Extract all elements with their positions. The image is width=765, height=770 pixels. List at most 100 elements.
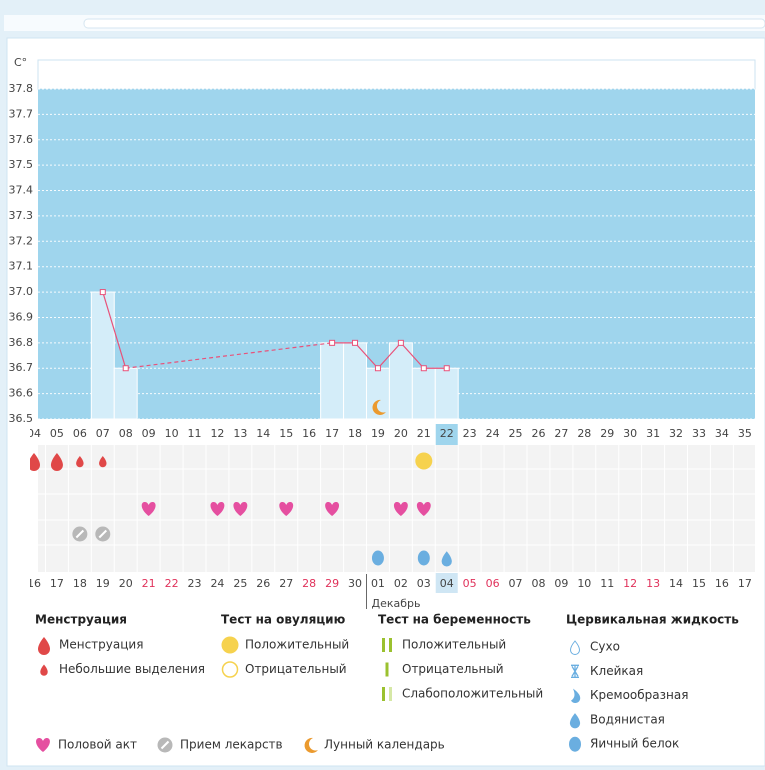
legend-label: Прием лекарств [180,738,283,752]
y-tick-label: 37.8 [9,82,34,95]
icon-pill [72,526,88,542]
icon-circle-outline [221,661,239,678]
y-tick-label: 36.5 [9,412,34,425]
icon-heart [393,502,408,516]
icon-drop-small [40,664,48,676]
y-tick-label: 37.5 [9,158,34,171]
y-tick-label: 37.0 [9,285,34,298]
icon-shape [98,529,107,539]
x-tick-label: 12 [210,427,224,440]
date-label: 16 [715,577,729,590]
temperature-column [90,291,115,420]
icon-heart [416,502,431,516]
icon-heart [325,502,340,516]
temperature-column [113,367,138,420]
icon-shape [221,661,239,678]
y-tick-label: 36.9 [9,310,34,323]
scroll-thumb[interactable] [83,18,765,29]
x-tick-label: 32 [669,427,683,440]
legend-label: Отрицательный [245,662,347,676]
icon-heart [36,738,50,752]
temperature-column [388,342,413,420]
icon-bars-2-light [382,687,392,701]
icon-shape [569,713,581,729]
x-tick-label: 15 [279,427,293,440]
date-label: 28 [302,577,316,590]
icon-shape [28,453,40,471]
icon-shape [371,550,384,566]
date-label: 18 [73,577,87,590]
left-gutter [8,425,30,595]
icon-heart [210,502,225,516]
temperature-point [99,289,106,296]
icon-shape [570,640,580,655]
legend-title: Цервикальная жидкость [566,613,739,627]
icon-circle-yellow [415,452,433,470]
x-tick-label: 08 [119,427,133,440]
left-gutter [8,88,38,424]
icon-moon [304,737,318,753]
date-label: 27 [279,577,293,590]
icon-shape [569,736,581,752]
legend-label: Слабоположительный [402,687,543,701]
x-tick-label: 16 [302,427,316,440]
x-tick-label: 18 [348,427,362,440]
date-label: 29 [325,577,339,590]
icon-shape [233,502,248,516]
y-tick-label: 36.7 [9,361,34,374]
x-tick-label: 25 [509,427,523,440]
legend-label: Половой акт [58,738,137,752]
y-tick-label: 37.1 [9,260,34,273]
date-label: 22 [165,577,179,590]
icon-shape [160,740,170,750]
x-tick-label: 23 [463,427,477,440]
temperature-point [122,365,129,372]
x-tick-label: 29 [600,427,614,440]
icon-shape [382,638,385,652]
date-label: 30 [348,577,362,590]
legend-label: Положительный [245,638,349,652]
x-tick-label: 27 [554,427,568,440]
temperature-point [374,365,381,372]
icon-moon [372,399,386,415]
y-tick-label: 37.7 [9,107,34,120]
icon-shape [50,453,63,471]
icon-shape [210,502,225,516]
x-tick-label: 35 [738,427,752,440]
x-tick-label: 10 [165,427,179,440]
temperature-column [434,367,459,420]
date-label: 17 [738,577,752,590]
x-tick-label: 19 [371,427,385,440]
icon-drop-small [76,456,84,468]
icon-shape [382,687,385,701]
temperature-column [343,342,367,420]
icon-shape [75,529,85,539]
legend: Менструация Менструация Небольшие выделени… [35,613,739,753]
x-tick-label: 09 [142,427,156,440]
legend-label: Яичный белок [590,737,679,751]
icon-shape [38,637,50,655]
icon-shape [415,452,433,470]
date-label: 17 [50,577,64,590]
x-tick-label: 14 [256,427,270,440]
icon-shape [393,502,408,516]
icon-pill [95,526,111,542]
date-label: 15 [692,577,706,590]
today-date-highlight [435,573,458,593]
date-label: 02 [394,577,408,590]
date-label: 03 [417,577,431,590]
legend-label: Кремообразная [590,688,688,702]
date-label: 11 [600,577,614,590]
icon-pill [157,737,173,753]
date-label: 26 [256,577,270,590]
x-tick-label: 22 [440,427,454,440]
x-tick-label: 30 [623,427,637,440]
date-label: 21 [142,577,156,590]
date-label: 12 [623,577,637,590]
y-tick-label: 37.6 [9,133,34,146]
legend-label: Водянистая [590,712,665,726]
date-label: 06 [486,577,500,590]
date-label: 10 [577,577,591,590]
icon-bar-1 [385,662,389,677]
